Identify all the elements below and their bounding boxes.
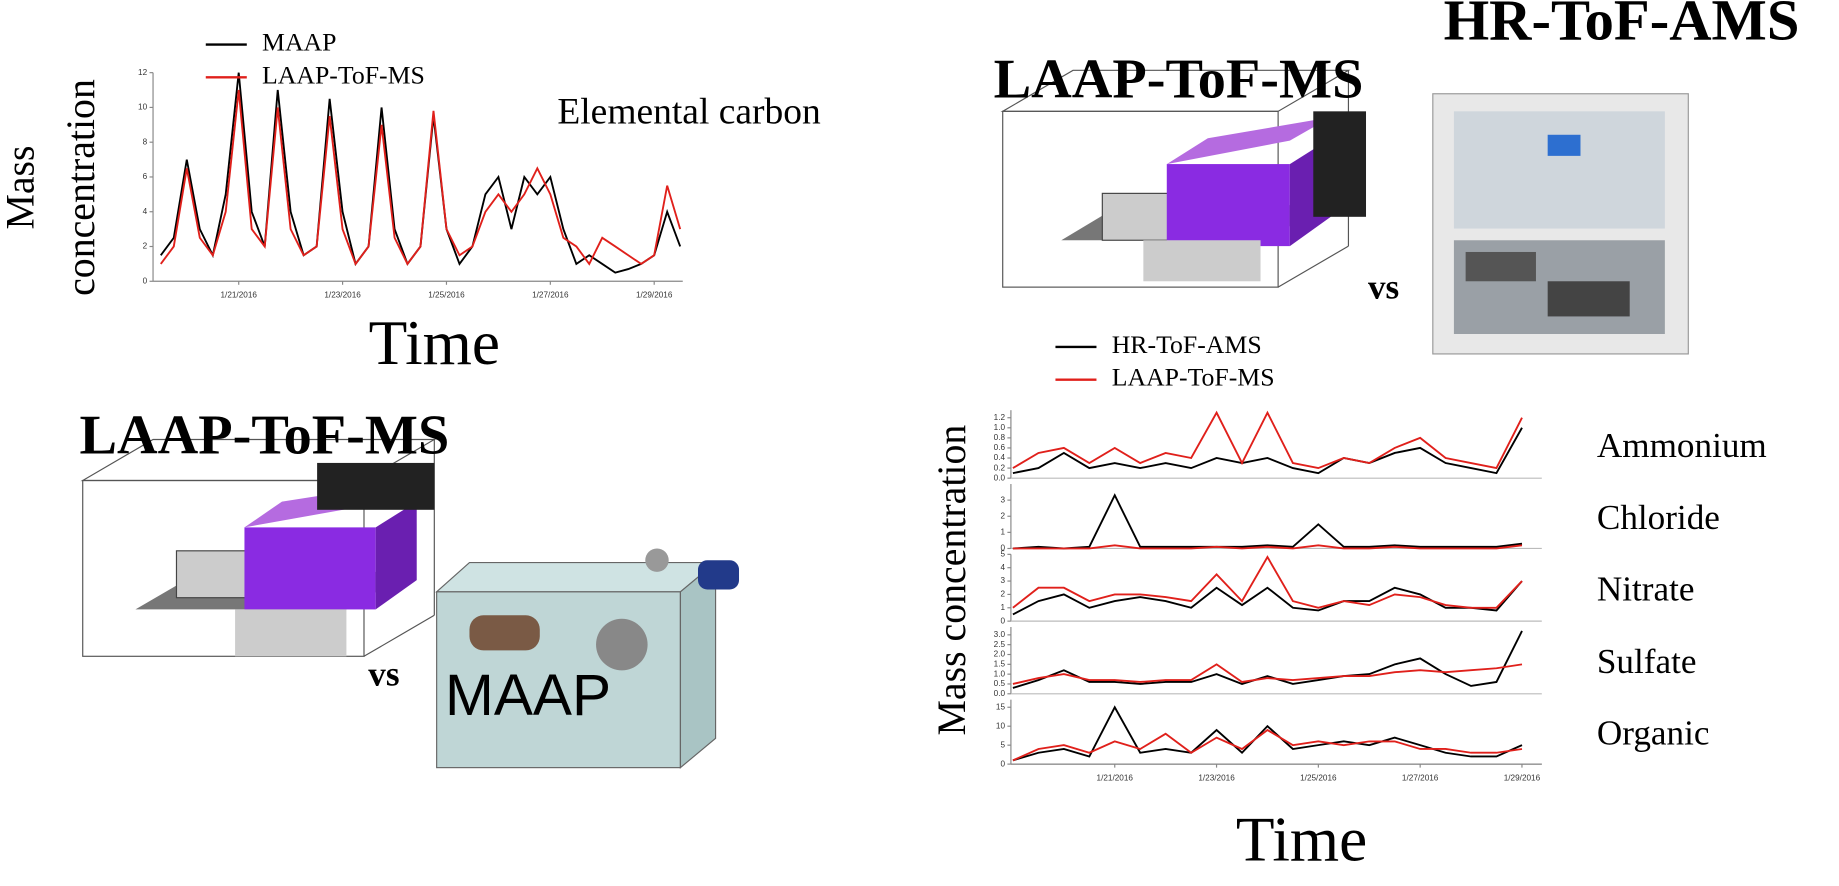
laap-illustration-bottom	[80, 438, 437, 657]
data-line	[1012, 544, 1523, 550]
y-tick-label: 12	[138, 68, 148, 77]
y-tick-label: 3.0	[994, 630, 1006, 639]
y-tick-label: 5	[1000, 740, 1005, 749]
y-tick-label: 0	[1000, 759, 1005, 768]
annotation: Elemental carbon	[557, 91, 821, 132]
x-tick-label: 1/27/2016	[532, 291, 569, 300]
instrument-label: MAAP	[445, 663, 611, 728]
y-tick-label: 10	[996, 721, 1006, 730]
y-tick-label: 1.5	[994, 659, 1006, 668]
y-axis-title: Mass	[0, 145, 42, 229]
data-line	[1012, 630, 1523, 689]
instrument-label: HR-ToF-AMS	[1444, 0, 1800, 52]
hr-tof-ams-photo	[1432, 93, 1689, 355]
y-tick-label: 1.0	[994, 669, 1006, 678]
x-axis-title: Time	[1236, 805, 1367, 875]
y-tick-label: 4	[1000, 563, 1005, 572]
y-tick-label: 1.0	[994, 423, 1006, 432]
vs-label: vs	[1368, 268, 1399, 307]
y-axis-title: concentration	[58, 79, 103, 296]
y-tick-label: 15	[996, 702, 1006, 711]
data-line	[1012, 705, 1523, 762]
x-tick-label: 1/21/2016	[1097, 773, 1134, 782]
y-tick-label: 6	[143, 172, 148, 181]
x-axis-title: Time	[369, 308, 500, 378]
x-tick-label: 1/29/2016	[1504, 773, 1541, 782]
y-tick-label: 3	[1000, 576, 1005, 585]
data-line	[1012, 728, 1523, 762]
data-line	[1012, 555, 1523, 609]
instrument-label: LAAP-ToF-MS	[994, 48, 1364, 110]
x-tick-label: 1/21/2016	[221, 291, 258, 300]
x-tick-label: 1/29/2016	[636, 291, 673, 300]
y-tick-label: 2	[1000, 511, 1005, 520]
x-tick-label: 1/23/2016	[324, 291, 361, 300]
data-line	[160, 89, 682, 266]
y-tick-label: 0.4	[994, 453, 1006, 462]
y-tick-label: 2.5	[994, 640, 1006, 649]
data-line	[1012, 493, 1523, 550]
panel-label: Sulfate	[1597, 642, 1697, 681]
data-line	[1012, 410, 1523, 470]
panel-label: Organic	[1597, 714, 1710, 753]
laap-illustration-top	[1000, 69, 1367, 288]
legend-label: LAAP-ToF-MS	[262, 60, 425, 89]
y-tick-label: 1	[1000, 528, 1005, 537]
x-tick-label: 1/23/2016	[1198, 773, 1235, 782]
y-tick-label: 0.5	[994, 679, 1006, 688]
panel-label: Ammonium	[1597, 426, 1767, 465]
y-tick-label: 8	[143, 137, 148, 146]
x-tick-label: 1/25/2016	[428, 291, 465, 300]
y-tick-label: 0.2	[994, 463, 1006, 472]
data-line	[1012, 580, 1523, 616]
y-tick-label: 0.6	[994, 443, 1006, 452]
y-tick-label: 1	[1000, 603, 1005, 612]
y-tick-label: 0.0	[994, 689, 1006, 698]
legend-label: MAAP	[262, 27, 336, 56]
x-tick-label: 1/27/2016	[1402, 773, 1439, 782]
legend-label: HR-ToF-AMS	[1112, 330, 1262, 359]
data-line	[1012, 427, 1523, 475]
y-tick-label: 2	[1000, 590, 1005, 599]
y-tick-label: 2	[143, 242, 148, 251]
instrument-label: LAAP-ToF-MS	[79, 405, 449, 467]
y-tick-label: 1.2	[994, 413, 1006, 422]
y-tick-label: 10	[138, 103, 148, 112]
y-tick-label: 0	[143, 276, 148, 285]
data-line	[1012, 663, 1523, 685]
panel-label: Chloride	[1597, 498, 1720, 537]
y-tick-label: 0	[1000, 544, 1005, 553]
y-tick-label: 0	[1000, 616, 1005, 625]
panel-label: Nitrate	[1597, 569, 1695, 608]
legend-label: LAAP-ToF-MS	[1112, 363, 1275, 392]
x-tick-label: 1/25/2016	[1300, 773, 1337, 782]
y-tick-label: 4	[143, 207, 148, 216]
maap-illustration	[435, 548, 740, 769]
y-tick-label: 5	[1000, 550, 1005, 559]
vs-label: vs	[368, 654, 399, 693]
y-tick-label: 3	[1000, 495, 1005, 504]
y-tick-label: 0.0	[994, 473, 1006, 482]
y-tick-label: 0.8	[994, 433, 1006, 442]
y-axis-title: Mass concentration	[929, 425, 974, 736]
y-tick-label: 2.0	[994, 650, 1006, 659]
